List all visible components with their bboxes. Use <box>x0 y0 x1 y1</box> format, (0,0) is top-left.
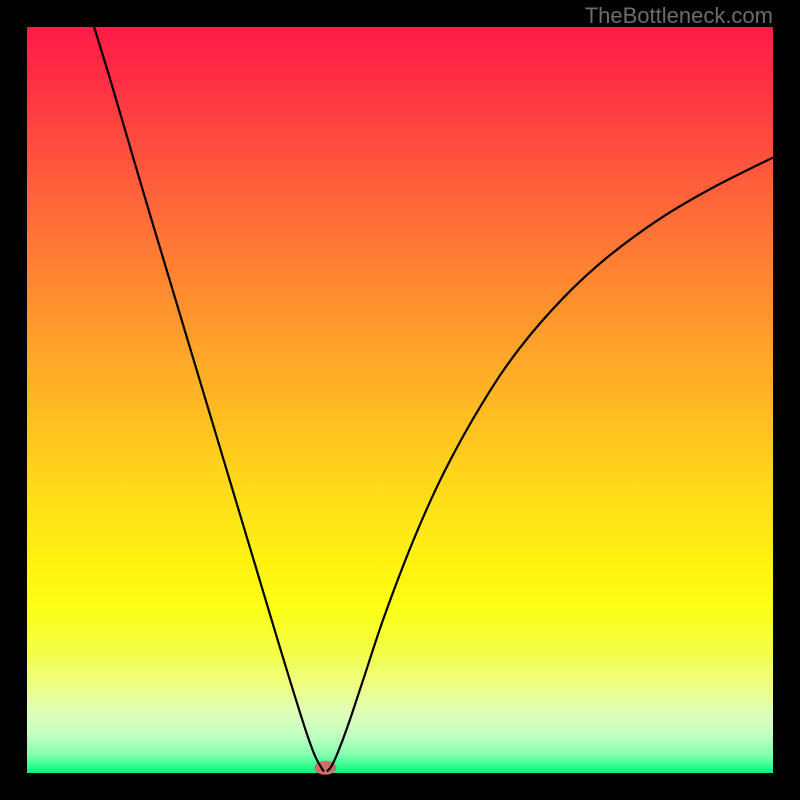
curve-right-branch <box>327 158 773 772</box>
bottleneck-curve <box>27 27 773 773</box>
watermark-label: TheBottleneck.com <box>585 3 773 29</box>
curve-left-branch <box>94 27 324 771</box>
plot-area <box>27 27 773 773</box>
chart-frame: TheBottleneck.com <box>0 0 800 800</box>
